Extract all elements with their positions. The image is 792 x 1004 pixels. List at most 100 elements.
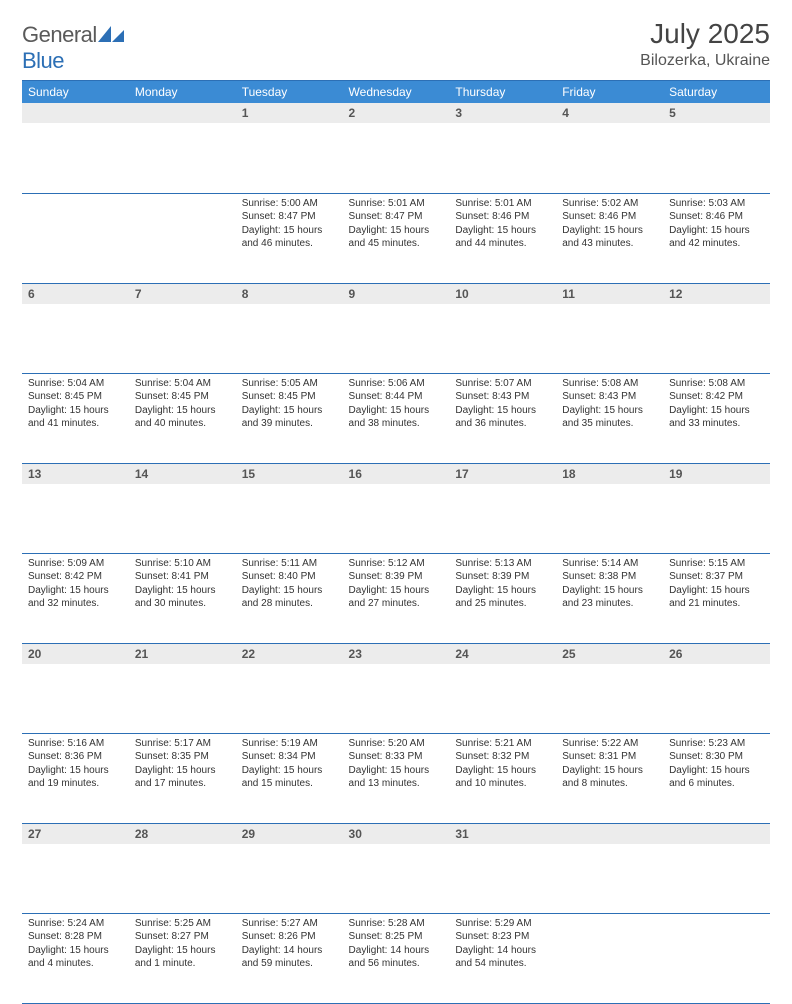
day-content: Sunrise: 5:10 AMSunset: 8:41 PMDaylight:… <box>129 554 236 617</box>
day-number <box>663 824 770 844</box>
sunrise-line: Sunrise: 5:20 AM <box>349 737 444 751</box>
day-header: Thursday <box>449 81 556 104</box>
logo-sail-icon <box>98 22 124 47</box>
day-content: Sunrise: 5:02 AMSunset: 8:46 PMDaylight:… <box>556 194 663 257</box>
day-content: Sunrise: 5:21 AMSunset: 8:32 PMDaylight:… <box>449 734 556 797</box>
daylight-line: Daylight: 14 hours and 56 minutes. <box>349 944 444 971</box>
daylight-line: Daylight: 15 hours and 25 minutes. <box>455 584 550 611</box>
daycontent-row: Sunrise: 5:09 AMSunset: 8:42 PMDaylight:… <box>22 553 770 643</box>
sunset-line: Sunset: 8:40 PM <box>242 570 337 584</box>
day-number: 13 <box>22 464 129 484</box>
sunrise-line: Sunrise: 5:12 AM <box>349 557 444 571</box>
sunset-line: Sunset: 8:42 PM <box>669 390 764 404</box>
sunrise-line: Sunrise: 5:23 AM <box>669 737 764 751</box>
sunset-line: Sunset: 8:39 PM <box>455 570 550 584</box>
sunset-line: Sunset: 8:46 PM <box>669 210 764 224</box>
sunrise-line: Sunrise: 5:01 AM <box>349 197 444 211</box>
sunset-line: Sunset: 8:41 PM <box>135 570 230 584</box>
day-header: Wednesday <box>343 81 450 104</box>
day-content: Sunrise: 5:14 AMSunset: 8:38 PMDaylight:… <box>556 554 663 617</box>
day-content: Sunrise: 5:19 AMSunset: 8:34 PMDaylight:… <box>236 734 343 797</box>
daynum-row: 12345 <box>22 103 770 193</box>
daylight-line: Daylight: 15 hours and 19 minutes. <box>28 764 123 791</box>
day-content: Sunrise: 5:11 AMSunset: 8:40 PMDaylight:… <box>236 554 343 617</box>
daycontent-row: Sunrise: 5:00 AMSunset: 8:47 PMDaylight:… <box>22 193 770 283</box>
daylight-line: Daylight: 15 hours and 44 minutes. <box>455 224 550 251</box>
sunset-line: Sunset: 8:46 PM <box>455 210 550 224</box>
sunset-line: Sunset: 8:25 PM <box>349 930 444 944</box>
day-number: 26 <box>663 644 770 664</box>
day-number: 30 <box>343 824 450 844</box>
daylight-line: Daylight: 15 hours and 41 minutes. <box>28 404 123 431</box>
day-header: Monday <box>129 81 236 104</box>
day-number <box>22 103 129 123</box>
sunrise-line: Sunrise: 5:21 AM <box>455 737 550 751</box>
day-number: 24 <box>449 644 556 664</box>
sunrise-line: Sunrise: 5:19 AM <box>242 737 337 751</box>
daylight-line: Daylight: 15 hours and 10 minutes. <box>455 764 550 791</box>
day-content <box>556 914 663 923</box>
day-number <box>556 824 663 844</box>
daycontent-row: Sunrise: 5:04 AMSunset: 8:45 PMDaylight:… <box>22 373 770 463</box>
daycontent-row: Sunrise: 5:16 AMSunset: 8:36 PMDaylight:… <box>22 733 770 823</box>
daylight-line: Daylight: 15 hours and 38 minutes. <box>349 404 444 431</box>
daylight-line: Daylight: 15 hours and 15 minutes. <box>242 764 337 791</box>
day-content: Sunrise: 5:28 AMSunset: 8:25 PMDaylight:… <box>343 914 450 977</box>
sunrise-line: Sunrise: 5:08 AM <box>669 377 764 391</box>
sunset-line: Sunset: 8:39 PM <box>349 570 444 584</box>
day-content <box>22 194 129 203</box>
day-number: 4 <box>556 103 663 123</box>
day-content <box>663 914 770 923</box>
logo: General Blue <box>22 18 124 74</box>
day-number: 10 <box>449 284 556 304</box>
sunrise-line: Sunrise: 5:17 AM <box>135 737 230 751</box>
sunset-line: Sunset: 8:46 PM <box>562 210 657 224</box>
sunrise-line: Sunrise: 5:05 AM <box>242 377 337 391</box>
day-content: Sunrise: 5:03 AMSunset: 8:46 PMDaylight:… <box>663 194 770 257</box>
day-header: Saturday <box>663 81 770 104</box>
day-content: Sunrise: 5:05 AMSunset: 8:45 PMDaylight:… <box>236 374 343 437</box>
day-content: Sunrise: 5:01 AMSunset: 8:46 PMDaylight:… <box>449 194 556 257</box>
daylight-line: Daylight: 15 hours and 42 minutes. <box>669 224 764 251</box>
sunrise-line: Sunrise: 5:04 AM <box>28 377 123 391</box>
location: Bilozerka, Ukraine <box>640 52 770 70</box>
day-content: Sunrise: 5:16 AMSunset: 8:36 PMDaylight:… <box>22 734 129 797</box>
logo-prefix: General <box>22 22 97 47</box>
day-content: Sunrise: 5:06 AMSunset: 8:44 PMDaylight:… <box>343 374 450 437</box>
calendar-page: General Blue July 2025 Bilozerka, Ukrain… <box>0 0 792 1004</box>
daylight-line: Daylight: 15 hours and 6 minutes. <box>669 764 764 791</box>
day-number: 20 <box>22 644 129 664</box>
day-content: Sunrise: 5:20 AMSunset: 8:33 PMDaylight:… <box>343 734 450 797</box>
sunset-line: Sunset: 8:43 PM <box>562 390 657 404</box>
sunset-line: Sunset: 8:38 PM <box>562 570 657 584</box>
sunrise-line: Sunrise: 5:08 AM <box>562 377 657 391</box>
sunset-line: Sunset: 8:23 PM <box>455 930 550 944</box>
day-number: 27 <box>22 824 129 844</box>
daylight-line: Daylight: 15 hours and 27 minutes. <box>349 584 444 611</box>
sunrise-line: Sunrise: 5:00 AM <box>242 197 337 211</box>
day-content: Sunrise: 5:25 AMSunset: 8:27 PMDaylight:… <box>129 914 236 977</box>
day-header: Friday <box>556 81 663 104</box>
sunset-line: Sunset: 8:27 PM <box>135 930 230 944</box>
day-content: Sunrise: 5:27 AMSunset: 8:26 PMDaylight:… <box>236 914 343 977</box>
month-title: July 2025 <box>640 18 770 50</box>
sunset-line: Sunset: 8:28 PM <box>28 930 123 944</box>
day-number: 14 <box>129 464 236 484</box>
day-header-row: SundayMondayTuesdayWednesdayThursdayFrid… <box>22 81 770 104</box>
day-content: Sunrise: 5:08 AMSunset: 8:43 PMDaylight:… <box>556 374 663 437</box>
sunrise-line: Sunrise: 5:11 AM <box>242 557 337 571</box>
sunrise-line: Sunrise: 5:15 AM <box>669 557 764 571</box>
day-number: 1 <box>236 103 343 123</box>
sunrise-line: Sunrise: 5:27 AM <box>242 917 337 931</box>
day-content: Sunrise: 5:13 AMSunset: 8:39 PMDaylight:… <box>449 554 556 617</box>
daylight-line: Daylight: 15 hours and 43 minutes. <box>562 224 657 251</box>
day-number: 17 <box>449 464 556 484</box>
sunset-line: Sunset: 8:30 PM <box>669 750 764 764</box>
sunset-line: Sunset: 8:26 PM <box>242 930 337 944</box>
daylight-line: Daylight: 15 hours and 45 minutes. <box>349 224 444 251</box>
sunrise-line: Sunrise: 5:13 AM <box>455 557 550 571</box>
sunrise-line: Sunrise: 5:01 AM <box>455 197 550 211</box>
sunrise-line: Sunrise: 5:10 AM <box>135 557 230 571</box>
daylight-line: Daylight: 14 hours and 54 minutes. <box>455 944 550 971</box>
sunrise-line: Sunrise: 5:02 AM <box>562 197 657 211</box>
